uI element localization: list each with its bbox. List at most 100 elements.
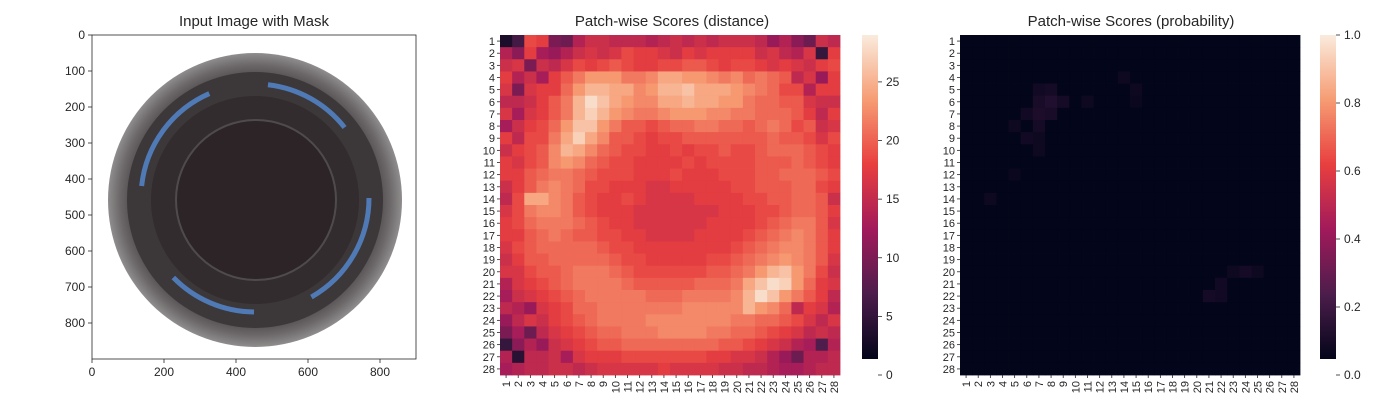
- probability-cell: [1117, 229, 1131, 242]
- distance-x-tick-label: 13: [647, 381, 659, 393]
- distance-cell: [670, 132, 683, 145]
- distance-cell: [827, 156, 841, 169]
- distance-cell: [560, 362, 574, 376]
- probability-cell: [960, 241, 973, 254]
- probability-cell: [1287, 277, 1301, 291]
- distance-cell: [779, 338, 792, 352]
- probability-cell: [1178, 35, 1192, 48]
- distance-cell: [755, 35, 768, 48]
- distance-cell: [560, 265, 574, 279]
- distance-cell: [694, 144, 707, 157]
- probability-cell: [1069, 168, 1082, 182]
- probability-cell: [1008, 192, 1022, 206]
- probability-cell: [1227, 205, 1240, 218]
- probability-cell: [1093, 107, 1107, 121]
- probability-cell: [984, 156, 997, 169]
- probability-cell: [1008, 362, 1022, 376]
- distance-x-tick-label: 26: [805, 381, 817, 393]
- probability-cell: [1263, 83, 1277, 97]
- distance-cell: [706, 326, 719, 339]
- probability-cell: [1154, 168, 1167, 182]
- distance-cell: [621, 302, 634, 315]
- distance-cell: [657, 217, 671, 230]
- probability-cell: [1239, 59, 1252, 72]
- distance-cell: [572, 156, 586, 169]
- distance-cell: [755, 144, 768, 157]
- probability-cell: [1263, 253, 1277, 267]
- probability-x-tick-label: 17: [1155, 381, 1167, 393]
- distance-cell: [742, 314, 756, 327]
- distance-cell: [706, 59, 719, 72]
- probability-cell: [1093, 290, 1107, 303]
- probability-cell: [984, 144, 997, 157]
- probability-cell: [1142, 120, 1155, 133]
- probability-cell: [996, 314, 1009, 327]
- probability-cell: [1263, 192, 1277, 206]
- distance-cell: [645, 132, 659, 145]
- probability-cell: [1045, 338, 1058, 352]
- probability-cell: [1117, 253, 1131, 267]
- distance-cell: [609, 180, 622, 194]
- distance-cell: [621, 168, 634, 182]
- probability-cell: [960, 338, 973, 352]
- distance-cell: [755, 180, 768, 194]
- probability-cell: [1202, 144, 1216, 157]
- probability-cell: [1215, 95, 1228, 109]
- probability-cell: [1190, 71, 1204, 84]
- distance-cell: [694, 47, 707, 60]
- distance-cell: [621, 47, 634, 60]
- image-x-tick-label: 800: [370, 365, 390, 379]
- distance-cell: [767, 144, 780, 157]
- probability-cell: [984, 132, 997, 145]
- distance-cell: [803, 120, 817, 133]
- distance-cell: [609, 144, 622, 157]
- distance-cell: [560, 168, 574, 182]
- distance-cell: [767, 277, 780, 291]
- distance-cell: [694, 350, 707, 364]
- probability-cell: [1251, 95, 1264, 109]
- probability-y-tick-label: 19: [943, 255, 955, 267]
- probability-cell: [1142, 229, 1155, 242]
- probability-cell: [1142, 192, 1155, 206]
- probability-cell: [1081, 265, 1094, 279]
- probability-cell: [1239, 120, 1252, 133]
- distance-cell: [791, 290, 804, 303]
- probability-cell: [1154, 120, 1167, 133]
- probability-cell: [996, 302, 1009, 315]
- probability-cell: [1130, 71, 1143, 84]
- probability-cell: [1105, 314, 1119, 327]
- probability-cell: [1045, 47, 1058, 60]
- distance-cell: [670, 241, 683, 254]
- distance-cell: [657, 314, 671, 327]
- distance-cell: [742, 290, 756, 303]
- probability-y-tick-label: 27: [943, 352, 955, 364]
- probability-cell: [1069, 59, 1082, 72]
- probability-cell: [1227, 59, 1240, 72]
- distance-cell: [512, 168, 525, 182]
- distance-x-tick-label: 23: [768, 381, 780, 393]
- distance-cell: [609, 95, 622, 109]
- distance-y-tick-label: 18: [483, 243, 495, 255]
- distance-cell: [730, 217, 744, 230]
- probability-cell: [984, 241, 997, 254]
- probability-cell: [1251, 192, 1264, 206]
- probability-x-tick-label: 27: [1277, 381, 1289, 393]
- probability-cell: [1057, 326, 1070, 339]
- distance-cell: [670, 83, 683, 97]
- distance-cell: [730, 107, 744, 121]
- probability-cell: [1251, 180, 1264, 194]
- panel-1-title: Input Image with Mask: [179, 13, 330, 30]
- distance-cell: [560, 290, 574, 303]
- distance-cell: [682, 217, 695, 230]
- probability-x-tick-label: 16: [1143, 381, 1155, 393]
- probability-cell: [1178, 47, 1192, 60]
- probability-cell: [1154, 107, 1167, 121]
- distance-cell: [694, 168, 707, 182]
- probability-cell: [1215, 362, 1228, 376]
- probability-cell: [1105, 95, 1119, 109]
- probability-cell: [1287, 59, 1301, 72]
- probability-cell: [1251, 314, 1264, 327]
- probability-cell: [1057, 71, 1070, 84]
- probability-cell: [984, 290, 997, 303]
- probability-cell: [984, 277, 997, 291]
